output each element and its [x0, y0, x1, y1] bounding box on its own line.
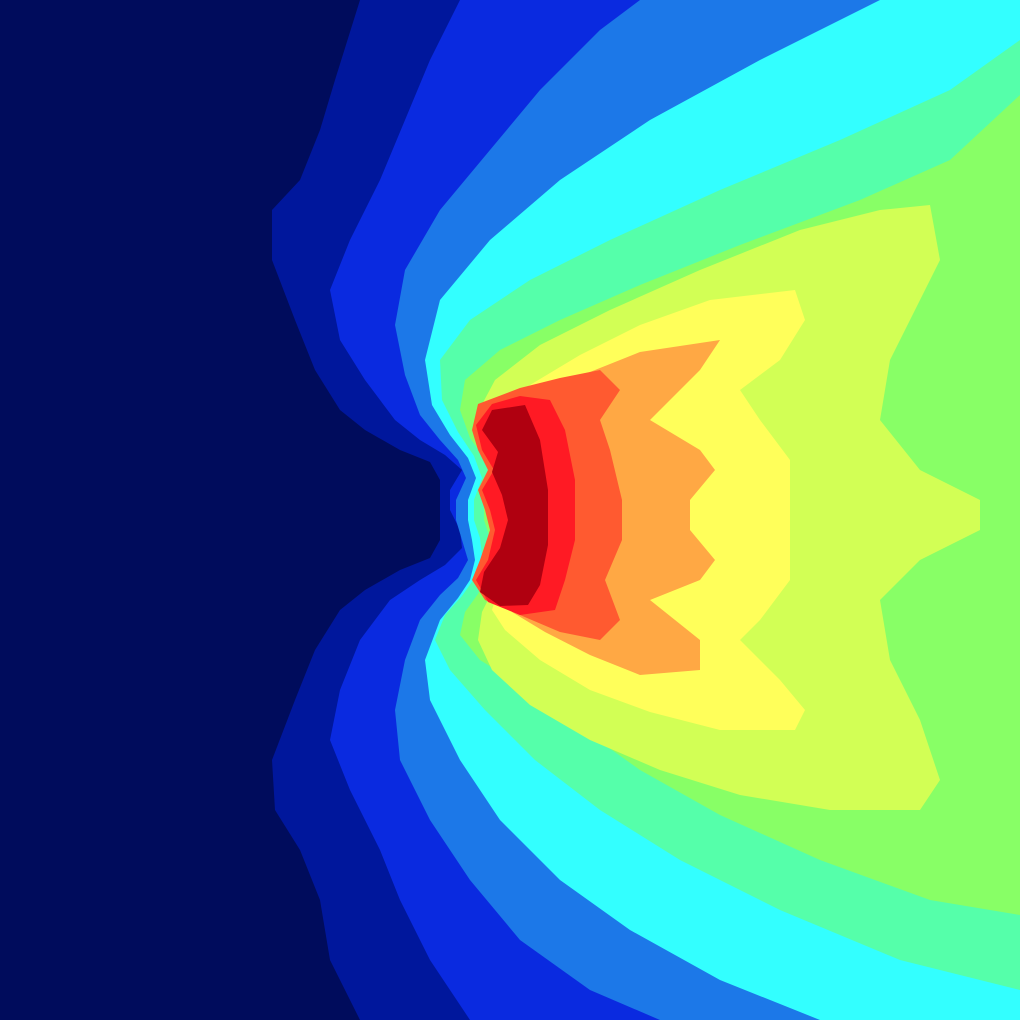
contour-band-13: [486, 418, 526, 592]
